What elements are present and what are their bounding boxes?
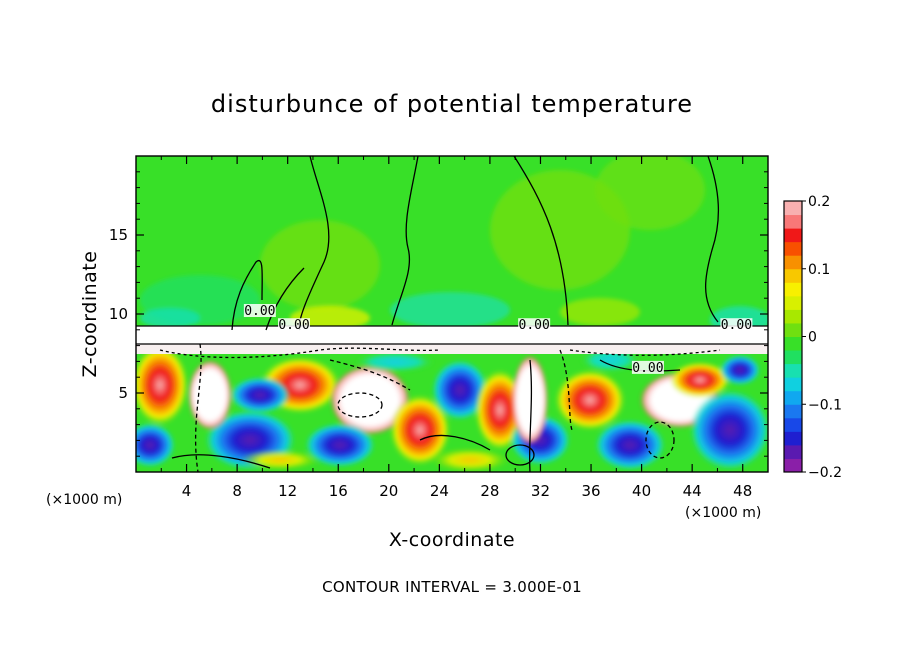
colorbar-swatch — [784, 417, 802, 432]
x-unit-right: (×1000 m) — [685, 505, 761, 521]
colorbar-tick-label: −0.2 — [808, 465, 842, 481]
contour-label: 0.00 — [721, 318, 752, 333]
contour-label: 0.00 — [278, 318, 309, 333]
x-tick-label: 4 — [182, 482, 192, 500]
contour-label: 0.00 — [519, 318, 550, 333]
contour-label: 0.00 — [632, 361, 663, 376]
colorbar-swatch — [784, 214, 802, 229]
x-tick-label: 40 — [632, 482, 651, 500]
x-tick-label: 20 — [379, 482, 398, 500]
colorbar-swatch — [784, 444, 802, 459]
x-ticks: 4 8 12 16 20 24 28 32 36 40 44 48 — [160, 156, 752, 500]
x-unit-left: (×1000 m) — [46, 492, 122, 508]
colorbar: 0.2 0.1 0 −0.1 −0.2 — [783, 194, 842, 481]
colorbar-swatch — [784, 390, 802, 405]
inversion-layer — [136, 326, 768, 354]
turbulent-layer — [136, 345, 768, 472]
colorbar-swatch — [784, 268, 802, 283]
colorbar-swatch — [784, 282, 802, 297]
y-tick-label: 5 — [118, 384, 128, 402]
plot-area — [136, 156, 768, 472]
colorbar-tick-label: 0 — [808, 330, 817, 346]
colorbar-swatch — [784, 350, 802, 365]
chart-title: disturbunce of potential temperature — [211, 90, 693, 118]
colorbar-swatch — [784, 336, 802, 351]
x-tick-label: 32 — [531, 482, 550, 500]
colorbar-swatch — [784, 228, 802, 243]
colorbar-tick-label: −0.1 — [808, 397, 842, 413]
colorbar-tick-label: 0.2 — [808, 194, 830, 210]
y-tick-label: 15 — [109, 226, 128, 244]
contour-label-bg — [278, 318, 310, 332]
colorbar-swatch — [784, 377, 802, 392]
colorbar-swatch — [784, 322, 802, 337]
x-tick-label: 12 — [278, 482, 297, 500]
contour-label-bg — [720, 318, 753, 332]
colorbar-swatch — [784, 404, 802, 419]
x-tick-label: 44 — [683, 482, 702, 500]
y-tick-label: 10 — [109, 305, 128, 323]
colorbar-swatch — [784, 431, 802, 446]
colorbar-swatch — [784, 309, 802, 324]
colorbar-swatch — [784, 458, 802, 473]
contour-label-bg — [518, 318, 551, 332]
x-axis-label: X-coordinate — [389, 529, 515, 551]
x-tick-label: 28 — [480, 482, 499, 500]
x-tick-label: 8 — [232, 482, 242, 500]
colorbar-swatch — [784, 363, 802, 378]
contour-label-bg — [243, 304, 276, 317]
contour-label: 0.00 — [244, 304, 275, 319]
x-tick-label: 36 — [581, 482, 600, 500]
contour-interval: CONTOUR INTERVAL = 3.000E-01 — [322, 578, 582, 596]
contour-label-group: 0.00 0.00 0.000.000.00 — [243, 304, 753, 376]
x-tick-label: 48 — [733, 482, 752, 500]
colorbar-swatch — [784, 255, 802, 270]
colorbar-swatch — [784, 201, 802, 216]
x-tick-label: 16 — [329, 482, 348, 500]
colorbar-swatch — [784, 241, 802, 256]
colorbar-tick-label: 0.1 — [808, 262, 830, 278]
upper-field-shading — [140, 156, 768, 334]
colorbar-swatch — [784, 295, 802, 310]
y-axis-label: Z-coordinate — [79, 251, 101, 378]
contour-label-bg — [631, 360, 664, 374]
y-ticks: 5 10 15 — [109, 171, 768, 457]
x-tick-label: 24 — [430, 482, 449, 500]
